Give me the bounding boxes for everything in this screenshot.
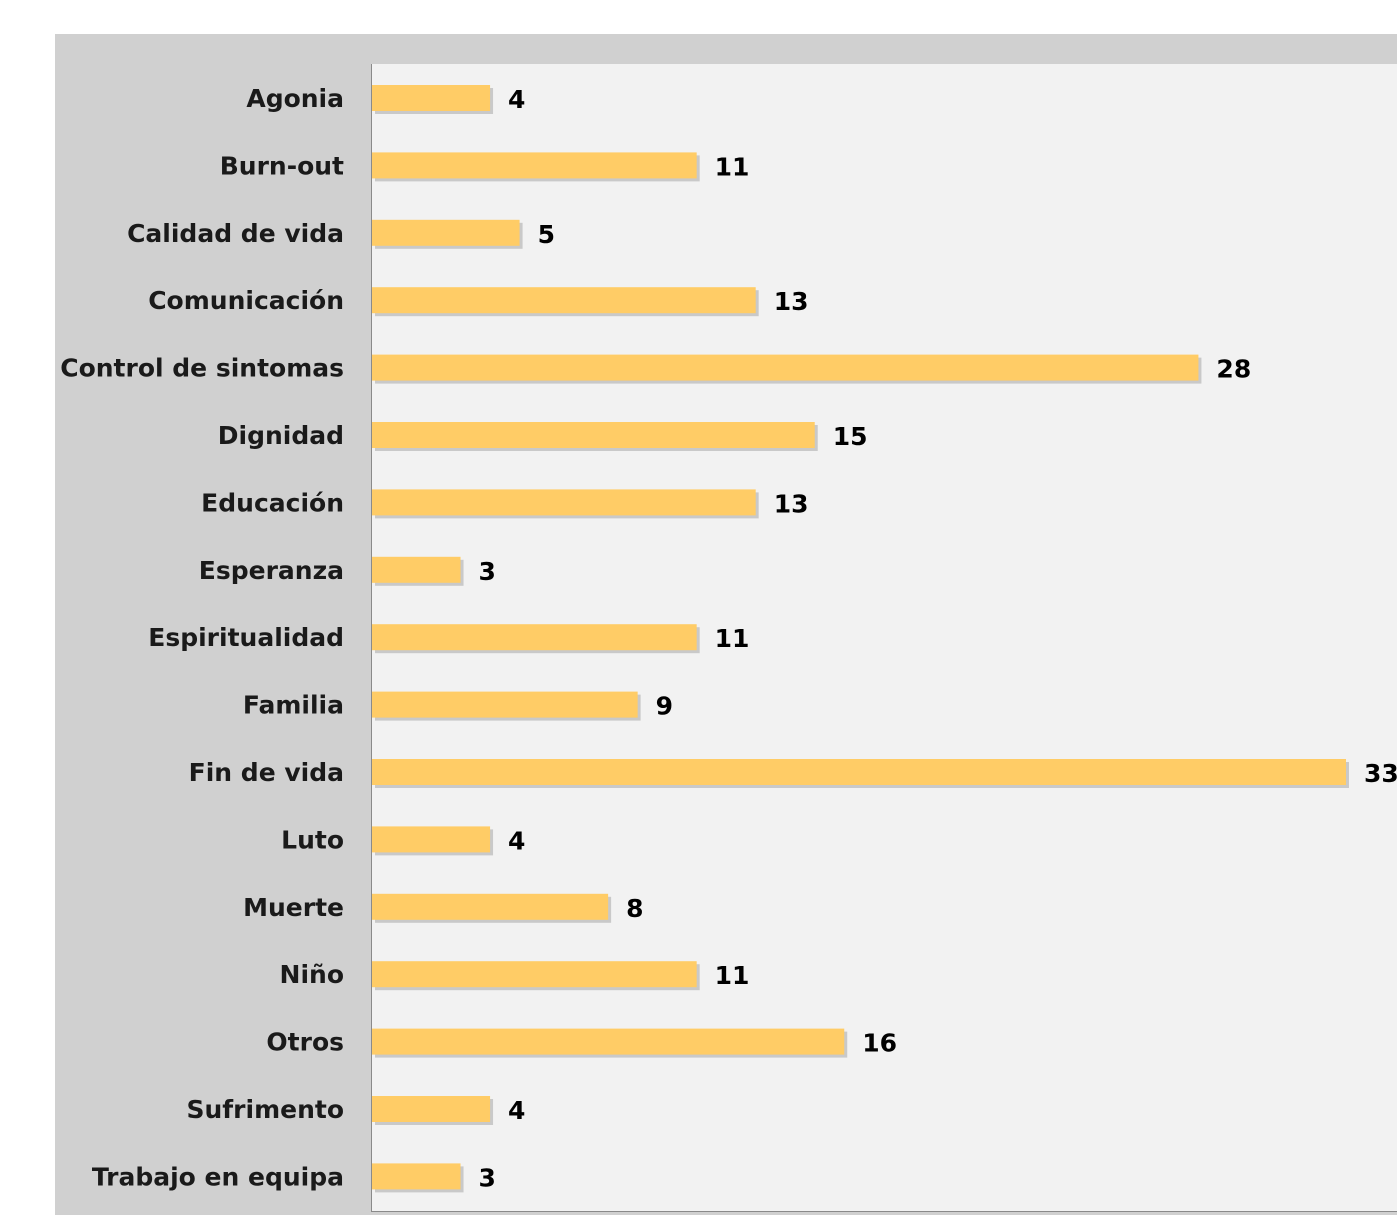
category-label: Otros xyxy=(266,1028,344,1057)
value-label: 4 xyxy=(508,1096,525,1125)
bar-8 xyxy=(372,624,697,651)
category-label: Sufrimento xyxy=(186,1095,344,1124)
value-label: 4 xyxy=(508,826,525,855)
bar-5 xyxy=(372,422,815,448)
value-label: 16 xyxy=(862,1029,897,1058)
category-label: Espiritualidad xyxy=(148,623,344,652)
value-label: 5 xyxy=(538,220,555,249)
category-label: Agonia xyxy=(246,84,344,113)
value-label: 13 xyxy=(774,489,809,518)
bar-11 xyxy=(372,826,491,853)
value-label: 13 xyxy=(774,287,809,316)
bar-0 xyxy=(372,85,491,111)
bar-15 xyxy=(372,1096,491,1122)
category-label: Niño xyxy=(280,960,344,989)
category-label: Control de sintomas xyxy=(60,354,344,383)
value-label: 4 xyxy=(508,85,525,114)
value-label: 8 xyxy=(626,894,643,923)
bar-16 xyxy=(372,1163,461,1190)
category-label: Burn-out xyxy=(220,151,344,180)
bar-9 xyxy=(372,691,638,718)
bar-3 xyxy=(372,287,756,314)
bar-4 xyxy=(372,354,1199,381)
value-label: 9 xyxy=(656,692,673,721)
bar-10 xyxy=(372,759,1346,785)
value-label: 3 xyxy=(479,1163,496,1192)
bar-2 xyxy=(372,219,520,246)
bar-6 xyxy=(372,489,756,516)
category-label: Familia xyxy=(243,691,344,720)
value-label: 11 xyxy=(715,152,750,181)
value-label: 15 xyxy=(833,422,868,451)
value-label: 33 xyxy=(1364,759,1397,788)
value-label: 11 xyxy=(715,624,750,653)
value-label: 11 xyxy=(715,961,750,990)
value-label: 3 xyxy=(479,557,496,586)
category-label: Calidad de vida xyxy=(127,219,344,248)
bar-1 xyxy=(372,152,697,179)
category-label: Muerte xyxy=(243,893,344,922)
category-label: Fin de vida xyxy=(189,758,344,787)
bar-13 xyxy=(372,961,697,988)
bar-14 xyxy=(372,1028,845,1055)
category-label: Esperanza xyxy=(199,556,344,585)
category-label: Comunicación xyxy=(148,286,344,315)
category-label: Trabajo en equipa xyxy=(92,1162,344,1191)
category-label: Dignidad xyxy=(218,421,344,450)
bar-12 xyxy=(372,893,609,920)
category-label: Educación xyxy=(201,488,344,517)
category-label: Luto xyxy=(281,825,344,854)
bar-7 xyxy=(372,556,461,583)
value-label: 28 xyxy=(1216,355,1251,384)
